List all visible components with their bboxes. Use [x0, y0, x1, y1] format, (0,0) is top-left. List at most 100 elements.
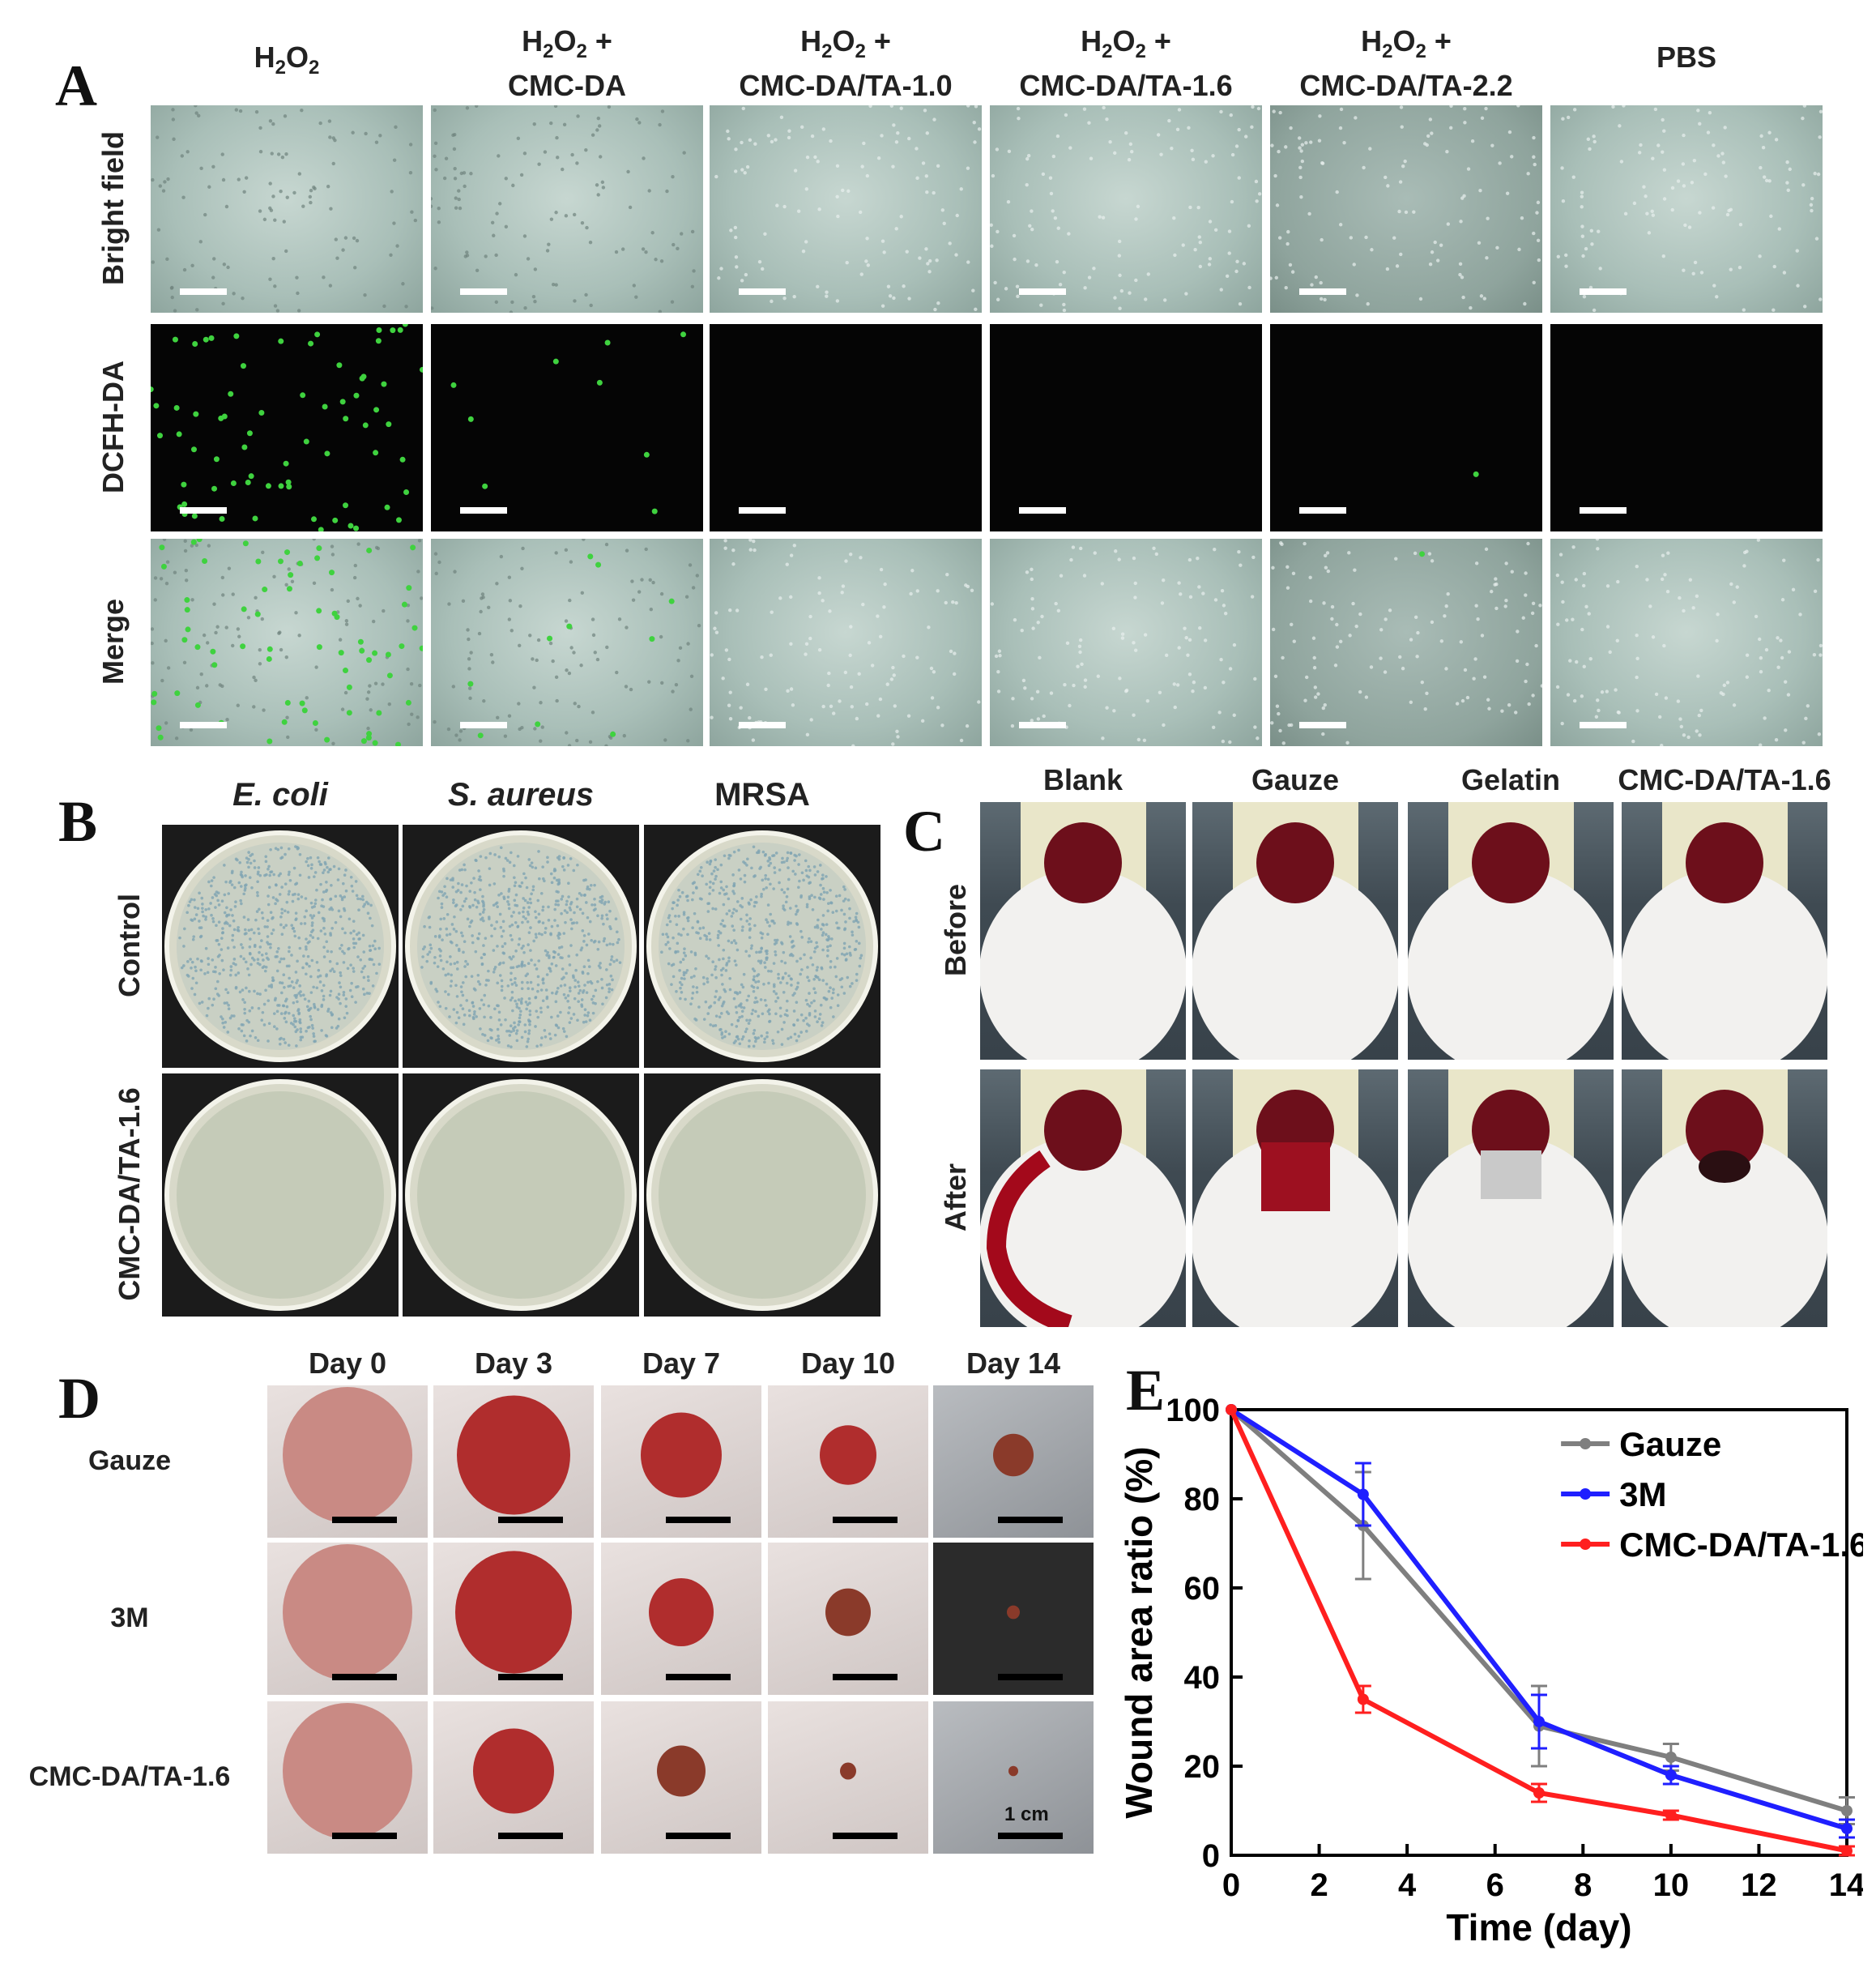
panel-b-column-header: MRSA	[714, 777, 810, 813]
panel-a-column-header-line2: CMC-DA/TA-1.6	[1019, 69, 1233, 103]
scale-bar-label: 1 cm	[1004, 1803, 1049, 1825]
cell-dots	[433, 539, 701, 746]
micrograph-fluorescence	[990, 324, 1262, 531]
wound-area-chart: 0 2 4 6 8 10 12 14 0 20 40 60 80 100 Time (day) Wound a…	[1118, 1393, 1863, 1948]
scale-bar	[1580, 507, 1627, 514]
cell-dots	[151, 539, 423, 746]
legend-marker	[1580, 1539, 1592, 1550]
panel-a-column-header-line1: H2O2	[254, 41, 320, 79]
data-point	[1665, 1809, 1677, 1821]
panel-a-column-header-line1: PBS	[1656, 41, 1717, 74]
liver-bleeding-photo	[1622, 802, 1827, 1060]
scale-bar	[666, 1674, 731, 1680]
scale-bar	[833, 1674, 897, 1680]
panel-a-column-header: PBS	[1542, 41, 1831, 75]
data-point	[1665, 1769, 1677, 1781]
wound	[820, 1425, 876, 1485]
y-tick-label: 80	[1184, 1482, 1221, 1517]
x-tick-label: 4	[1398, 1867, 1417, 1903]
panel-label-a: A	[55, 53, 97, 118]
cell-dots	[1555, 539, 1823, 746]
cell-dots	[1270, 105, 1541, 310]
wound-photo	[433, 1543, 594, 1695]
y-tick-label: 100	[1166, 1393, 1220, 1428]
panel-label-d: D	[58, 1366, 100, 1431]
wound-photo: 1 cm	[933, 1701, 1094, 1854]
scale-bar	[1019, 722, 1066, 728]
wound-photo	[267, 1543, 428, 1695]
wound-photo	[768, 1701, 928, 1854]
x-tick-label: 2	[1310, 1867, 1328, 1903]
wound	[825, 1588, 871, 1637]
panel-a-column-header: H2O2 + CMC-DA/TA-1.0	[701, 24, 990, 103]
liver-bleeding-photo	[980, 802, 1186, 1060]
petri-dish-photo	[644, 1073, 880, 1317]
data-point	[1533, 1716, 1545, 1727]
wound	[993, 1433, 1034, 1477]
petri-dish-photo	[162, 825, 399, 1068]
panel-a-column-header: H2O2	[143, 41, 431, 85]
scale-bar	[460, 507, 507, 514]
micrograph-fluorescence	[1550, 324, 1823, 531]
micrograph-bright-field	[1270, 105, 1542, 313]
micrograph-merge	[710, 539, 982, 746]
data-point	[1357, 1488, 1369, 1500]
wound	[457, 1395, 570, 1515]
panel-c-row-header: After	[939, 1163, 972, 1232]
data-point	[1533, 1787, 1545, 1799]
panel-b-row-header: Control	[113, 894, 146, 997]
panel-a-column-header-line2: CMC-DA/TA-2.2	[1299, 69, 1513, 103]
x-tick-label: 12	[1741, 1867, 1777, 1903]
panel-a-row-header: DCFH-DA	[96, 361, 130, 493]
cell-dots	[710, 324, 982, 531]
micrograph-merge	[151, 539, 423, 746]
panel-d-column-header: Day 0	[308, 1346, 387, 1380]
wound	[1007, 1605, 1020, 1620]
petri-dish	[646, 830, 878, 1062]
cell-dots	[151, 105, 418, 313]
legend-label: CMC-DA/TA-1.6	[1619, 1526, 1863, 1564]
petri-dish	[164, 1079, 396, 1311]
cell-dots	[990, 324, 1262, 531]
wound	[283, 1387, 412, 1523]
plot-frame	[1230, 1408, 1848, 1857]
micrograph-merge	[990, 539, 1262, 746]
panel-c-row-header: Before	[939, 883, 972, 977]
micrograph-merge	[1270, 539, 1542, 746]
wound	[657, 1745, 706, 1797]
legend-marker	[1580, 1488, 1592, 1500]
wound	[455, 1551, 572, 1674]
micrograph-merge	[1550, 539, 1823, 746]
panel-b-column-header: E. coli	[232, 777, 328, 813]
scale-bar	[332, 1674, 397, 1680]
panel-a-column-header: H2O2 + CMC-DA	[423, 24, 711, 103]
y-tick-label: 40	[1184, 1660, 1221, 1696]
micrograph-bright-field	[990, 105, 1262, 313]
data-point	[1841, 1805, 1853, 1816]
wound	[283, 1544, 412, 1680]
x-tick-label: 0	[1222, 1867, 1240, 1903]
scale-bar	[739, 288, 786, 295]
scale-bar	[460, 722, 507, 728]
wound	[641, 1412, 722, 1498]
micrograph-bright-field	[710, 105, 982, 313]
cell-dots	[1270, 540, 1542, 745]
cell-dots	[450, 331, 687, 514]
y-tick-label: 20	[1184, 1749, 1221, 1785]
petri-dish-photo	[162, 1073, 399, 1317]
scale-bar	[666, 1833, 731, 1839]
liver-bleeding-photo	[1408, 1069, 1614, 1327]
petri-dish	[646, 1079, 878, 1311]
liver-bleeding-photo	[1622, 1069, 1827, 1327]
cell-dots	[710, 539, 981, 746]
micrograph-bright-field	[151, 105, 423, 313]
liver-bleeding-photo	[980, 1069, 1186, 1327]
panel-d-row-header: 3M	[110, 1603, 149, 1633]
wound	[473, 1728, 554, 1814]
panel-b-row-header: CMC-DA/TA-1.6	[113, 1087, 146, 1301]
legend-label: 3M	[1619, 1475, 1666, 1513]
panel-d-row-header: CMC-DA/TA-1.6	[28, 1761, 231, 1792]
wound-photo	[601, 1385, 761, 1538]
wound	[1008, 1765, 1018, 1777]
panel-a-column-header-line1: H2O2 +	[1081, 24, 1171, 63]
